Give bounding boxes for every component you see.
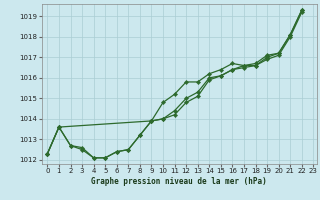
X-axis label: Graphe pression niveau de la mer (hPa): Graphe pression niveau de la mer (hPa) — [91, 177, 267, 186]
